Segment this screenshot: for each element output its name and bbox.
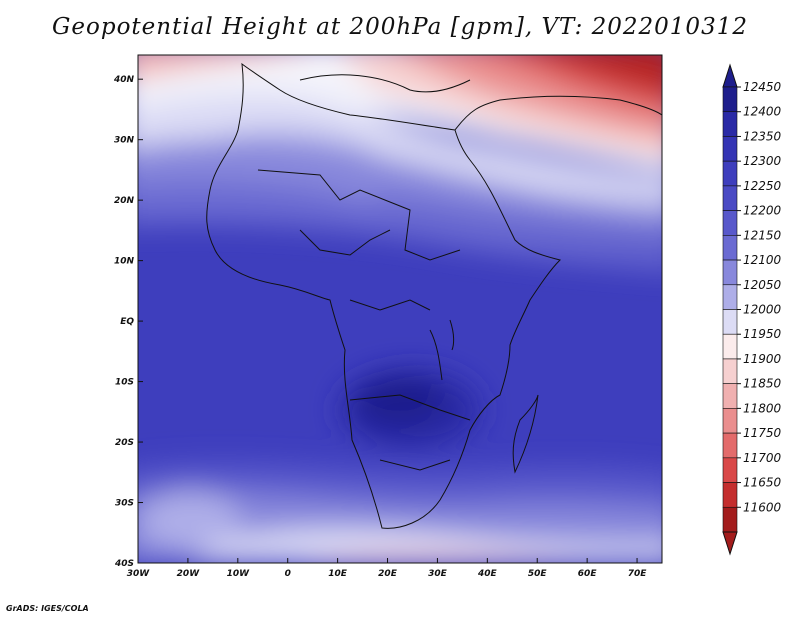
colorbar-swatch [722,383,738,409]
colorbar-label: 12100 [743,253,782,267]
lon-tick-label: 20E [378,569,398,579]
colorbar-swatch [722,506,738,533]
colorbar-label: 11800 [743,401,782,415]
colorbar-label: 11700 [743,451,782,465]
lon-tick-label: 10E [328,569,348,579]
colorbar-label: 12250 [743,179,782,193]
lon-axis: 30W 20W 10W 0 10E 20E 30E 40E 50E 60E 70E [127,558,647,579]
coastlines [206,62,662,529]
lat-tick-label: 40S [114,559,134,569]
colorbar-swatch [722,309,738,335]
chart-title: Geopotential Height at 200hPa [gpm], VT:… [52,14,748,40]
colorbar-swatch [722,210,738,236]
lat-tick-label: EQ [120,317,134,327]
colorbar-swatch [722,432,738,459]
colorbar-swatch [722,235,738,261]
lon-tick-label: 30W [127,569,151,579]
lon-tick-label: 20W [177,569,201,579]
colorbar-label: 12200 [743,204,782,218]
colorbar-swatch [722,482,738,508]
colorbar-swatch [722,86,738,113]
lat-tick-label: 30S [115,499,134,509]
lon-tick-label: 10W [227,569,251,579]
lon-tick-label: 0 [285,569,291,579]
lon-tick-label: 70E [628,569,648,579]
lat-axis: 40N 30N 20N 10N EQ 10S 20S 30S 40S [113,75,143,569]
colorbar-swatch [722,160,738,187]
colorbar-swatch [722,111,738,137]
lon-tick-label: 30E [428,569,448,579]
colorbar-label: 11750 [743,426,782,440]
colorbar: 12450 12400 12350 12300 12250 12200 12150 12100… [722,63,782,556]
colorbar-label: 12150 [743,228,782,242]
colorbar-label: 11850 [743,377,782,391]
colorbar-label: 12350 [743,129,782,143]
colorbar-label: 12050 [743,278,782,292]
colorbar-swatch [722,136,738,162]
map-frame [137,54,663,564]
colorbar-label: 12450 [743,80,782,94]
height-field [138,55,662,563]
colorbar-label: 11650 [743,476,782,490]
colorbar-label: 12000 [743,303,782,317]
credit-text: GrADS: IGES/COLA [6,604,89,613]
lat-tick-label: 10S [115,378,134,388]
colorbar-label: 12400 [743,105,782,119]
colorbar-label: 11950 [743,327,782,341]
lat-tick-label: 20N [114,196,135,206]
colorbar-top-arrow [722,63,738,88]
colorbar-swatch [722,408,738,434]
lon-tick-label: 40E [477,569,498,579]
lat-tick-label: 10N [114,257,135,267]
colorbar-swatch [722,185,738,211]
colorbar-label: 11900 [743,352,782,366]
colorbar-swatch [722,284,738,310]
lat-tick-label: 20S [115,438,134,448]
colorbar-swatch [722,457,738,483]
lon-tick-label: 60E [578,569,598,579]
colorbar-swatch [722,358,738,384]
colorbar-label: 11600 [743,500,782,514]
colorbar-label: 12300 [743,154,782,168]
lat-tick-label: 30N [114,136,135,146]
colorbar-swatch [722,333,738,360]
lon-tick-label: 50E [528,569,548,579]
lat-tick-label: 40N [113,75,135,85]
colorbar-bottom-arrow [722,531,738,556]
colorbar-swatch [722,259,738,286]
